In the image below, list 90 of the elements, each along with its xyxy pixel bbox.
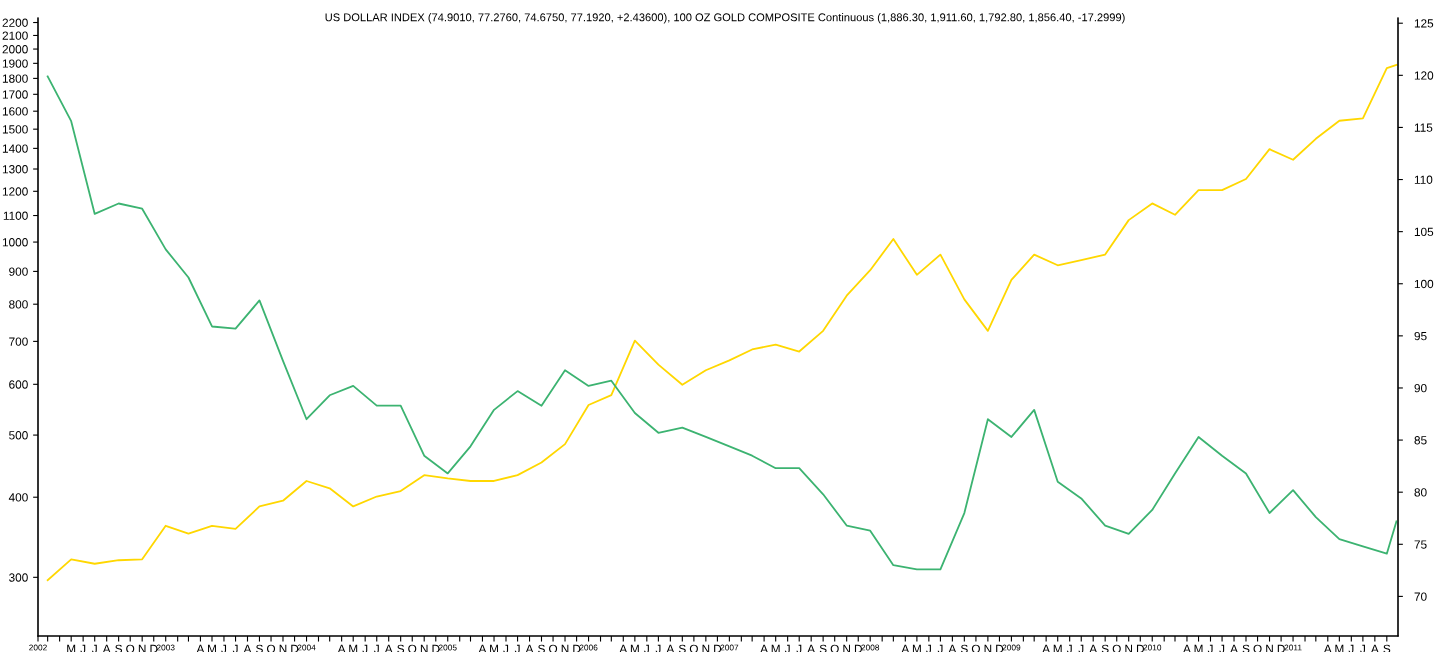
x-tick-label: M	[912, 644, 921, 652]
y-tick-label: 1600	[2, 107, 28, 116]
y2-tick-label: 120	[1414, 71, 1434, 80]
x-tick-label: A	[1323, 644, 1332, 652]
x-tick-label: M	[1335, 644, 1344, 652]
x-tick-label: 2007	[720, 644, 739, 651]
y-tick-label: 2200	[2, 18, 28, 27]
y-tick-label: 2100	[2, 31, 28, 40]
x-tick-label: N	[138, 644, 146, 652]
y-tick-label: 1800	[2, 74, 28, 83]
x-tick-label: D	[854, 644, 862, 652]
y2-tick-label: 125	[1414, 19, 1434, 28]
x-tick-label: A	[1089, 644, 1098, 652]
x-tick-label: N	[702, 644, 710, 652]
y2-tick-label: 110	[1414, 175, 1433, 184]
y-tick-label: 1300	[2, 165, 28, 174]
x-tick-label: D	[996, 644, 1004, 652]
y2-tick-label: 95	[1414, 331, 1427, 341]
y-tick-label: 400	[8, 493, 28, 502]
x-tick-label: M	[630, 644, 639, 652]
x-tick-label: D	[714, 644, 722, 652]
x-tick-label: 2008	[861, 644, 880, 651]
y-tick-label: 300	[9, 573, 28, 582]
y-tick-label: 500	[9, 431, 28, 440]
y-tick-label: 1500	[2, 125, 28, 134]
y2-tick-label: 70	[1414, 592, 1427, 601]
x-tick-label: M	[349, 644, 358, 652]
x-tick-label: 2002	[29, 644, 47, 651]
y-tick-label: 600	[9, 380, 28, 389]
x-tick-label: N	[420, 644, 428, 652]
x-tick-label: A	[948, 644, 957, 652]
x-tick-label: A	[760, 644, 769, 652]
y-tick-label: 1400	[2, 144, 28, 153]
x-tick-label: A	[196, 644, 205, 652]
x-tick-label: N	[561, 644, 569, 652]
y-tick-label: 700	[9, 337, 28, 346]
x-tick-label: A	[243, 644, 252, 652]
y-tick-label: 900	[9, 267, 28, 276]
x-tick-label: A	[1370, 644, 1379, 652]
x-tick-label: A	[384, 644, 393, 652]
x-tick-label: D	[432, 644, 440, 652]
x-tick-label: M	[208, 644, 216, 652]
y2-tick-label: 105	[1414, 227, 1434, 237]
y2-tick-label: 115	[1414, 123, 1433, 132]
y2-tick-label: 80	[1414, 488, 1427, 497]
y-tick-label: 1700	[2, 90, 28, 99]
x-tick-label: A	[807, 644, 816, 652]
x-tick-label: A	[1183, 644, 1191, 652]
x-tick-label: D	[291, 644, 299, 652]
y2-tick-label: 100	[1414, 279, 1434, 289]
y-tick-label: 1100	[3, 211, 28, 220]
x-tick-label: M	[67, 644, 76, 652]
x-tick-label: A	[337, 644, 346, 652]
x-tick-label: N	[279, 644, 287, 652]
x-tick-label: M	[490, 644, 498, 652]
x-tick-label: N	[1266, 644, 1273, 652]
x-tick-label: 2010	[1143, 644, 1162, 651]
x-tick-label: 2005	[438, 644, 457, 651]
x-tick-label: 2004	[297, 644, 316, 651]
y-tick-label: 1000	[2, 238, 28, 247]
x-tick-label: 2003	[156, 644, 175, 651]
x-tick-label: M	[1053, 644, 1062, 652]
x-tick-label: A	[1042, 644, 1051, 652]
x-tick-label: D	[1277, 644, 1285, 652]
x-tick-label: 2006	[579, 644, 598, 651]
x-tick-label: N	[984, 644, 992, 652]
x-tick-label: 2011	[1284, 644, 1302, 651]
x-tick-label: A	[901, 644, 910, 652]
x-tick-label: N	[1125, 644, 1132, 652]
x-tick-label: D	[573, 644, 581, 652]
y-tick-label: 800	[9, 300, 28, 309]
x-tick-label: M	[1194, 644, 1203, 652]
x-tick-label: M	[771, 644, 780, 652]
x-tick-label: A	[619, 644, 628, 652]
chart-title: US DOLLAR INDEX (74.9010, 77.2760, 74.6750, 77.1920, +2.43600), 100 OZ GOLD COMPOSITE Continuous (1,886.30, 1,911.60, 1,792.80, 1,856.40, -17.2999)	[325, 13, 1125, 24]
x-tick-label: D	[150, 644, 158, 652]
y-tick-label: 1900	[2, 59, 28, 68]
x-tick-label: A	[666, 644, 675, 652]
y2-tick-label: 75	[1414, 540, 1427, 549]
x-tick-label: N	[843, 644, 850, 652]
x-tick-label: 2009	[1002, 644, 1021, 651]
y-tick-label: 2000	[2, 45, 28, 54]
y2-tick-label: 85	[1414, 436, 1427, 445]
x-tick-label: A	[525, 644, 534, 652]
x-tick-label: A	[1230, 644, 1238, 652]
y-tick-label: 1200	[2, 187, 28, 196]
x-tick-label: D	[1136, 644, 1144, 652]
y2-tick-label: 90	[1414, 384, 1427, 393]
x-tick-label: A	[102, 644, 111, 652]
x-tick-label: A	[478, 644, 487, 652]
